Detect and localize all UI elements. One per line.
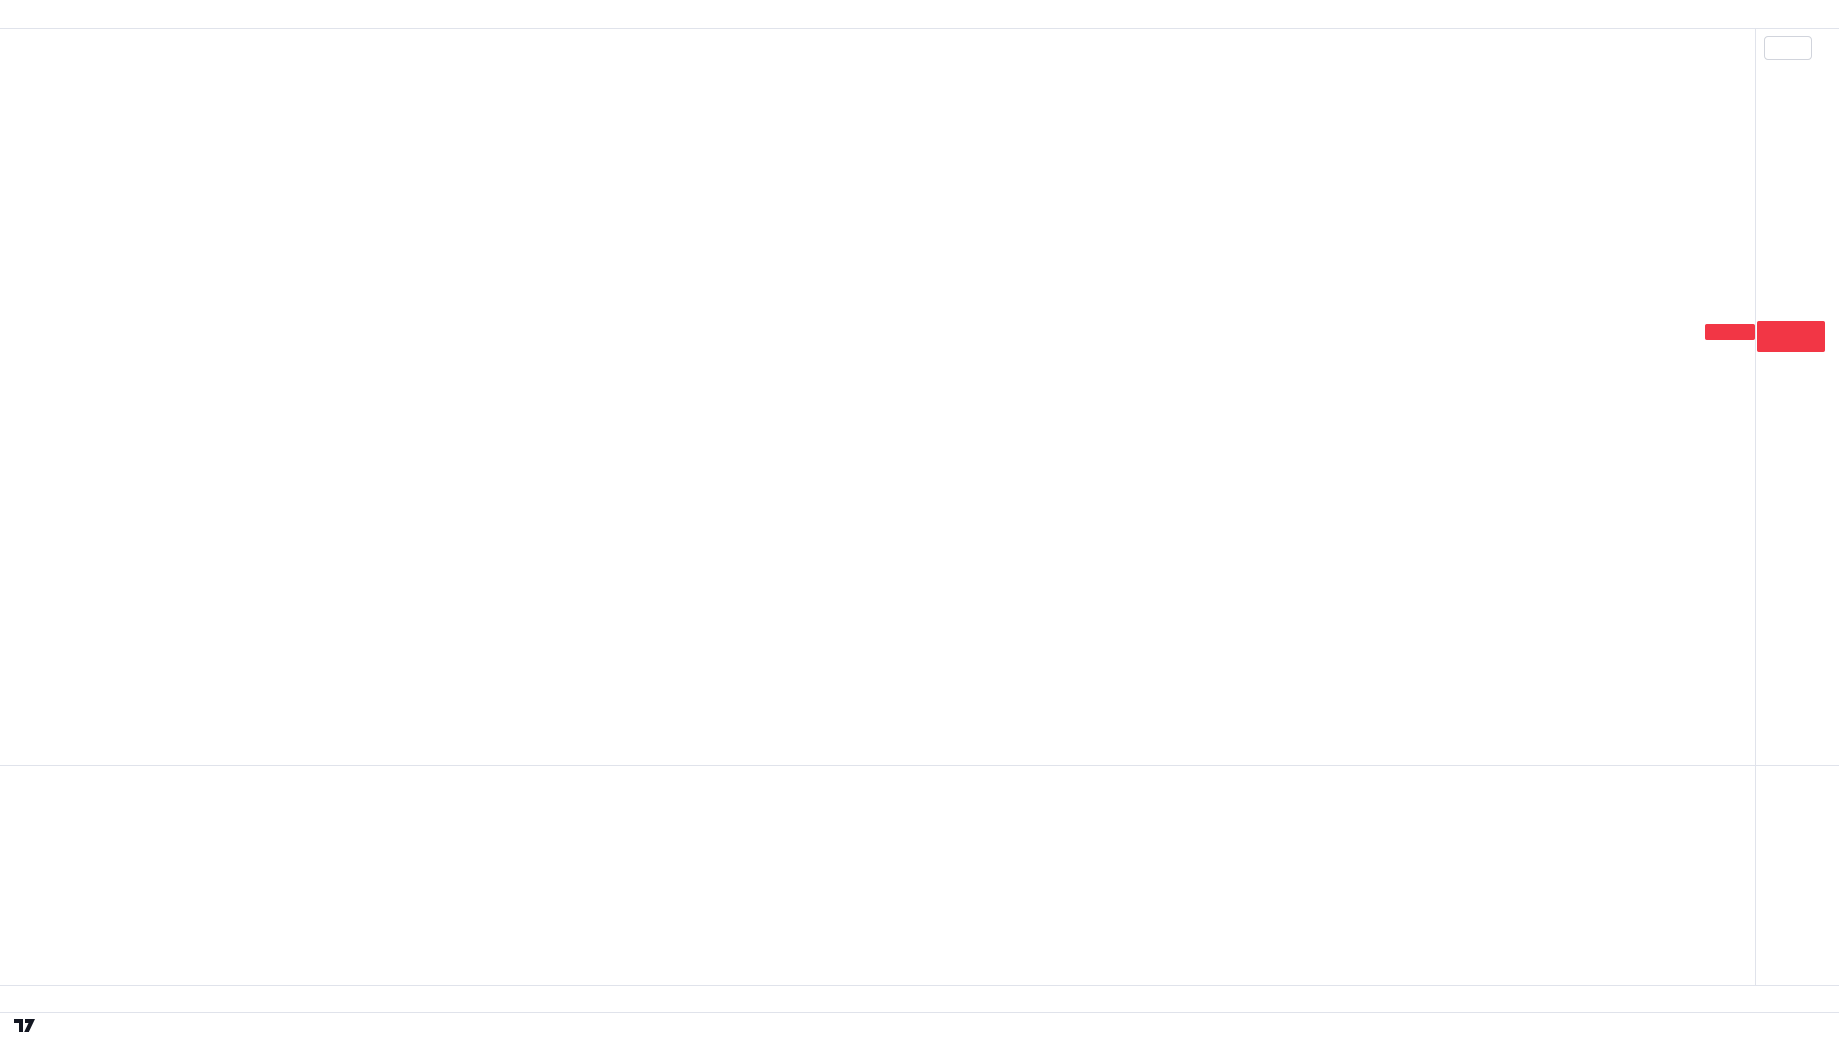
lochstreifen-legend[interactable] [16,769,40,783]
header-divider [0,28,1839,29]
symbol-price-flag [1705,324,1755,340]
currency-button[interactable] [1764,36,1812,60]
pane-divider[interactable] [0,765,1839,766]
footer-divider [0,1012,1839,1013]
croc-chart-legend[interactable] [16,68,24,82]
volume-legend[interactable] [16,50,22,64]
tradingview-footer[interactable] [14,1018,41,1033]
last-price-label [1757,321,1825,352]
axis-divider [0,985,1839,986]
price-axis-border [1755,28,1756,985]
tradingview-logo-icon [14,1019,35,1032]
